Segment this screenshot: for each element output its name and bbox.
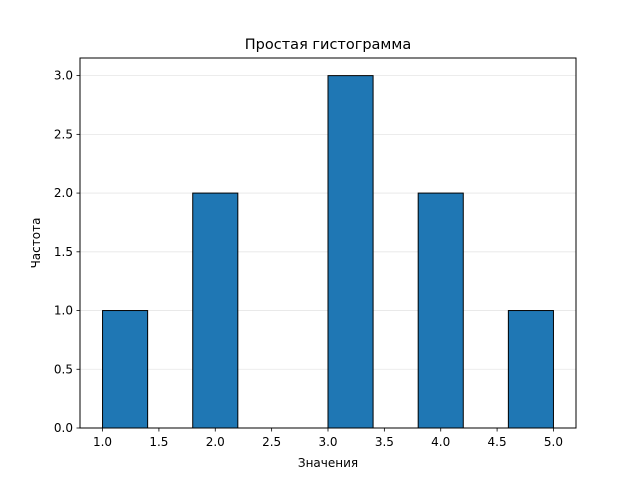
histogram-bar	[417, 192, 464, 429]
x-tick-label: 2.5	[262, 435, 281, 449]
y-tick-label: 1.0	[54, 304, 73, 318]
x-tick-label: 1.5	[149, 435, 168, 449]
x-tick-label: 2.0	[206, 435, 225, 449]
y-tick-label: 2.0	[54, 186, 73, 200]
y-tick-label: 0.0	[54, 421, 73, 435]
y-axis-label: Частота	[29, 218, 43, 269]
x-tick-label: 5.0	[544, 435, 563, 449]
x-tick-label: 3.5	[375, 435, 394, 449]
x-tick-label: 4.0	[431, 435, 450, 449]
y-tick-label: 3.0	[54, 69, 73, 83]
y-tick-label: 0.5	[54, 362, 73, 376]
histogram-bar	[102, 310, 149, 429]
x-tick-label: 1.0	[93, 435, 112, 449]
histogram-bar	[507, 310, 554, 429]
histogram-bar	[192, 192, 239, 429]
chart-title: Простая гистограмма	[245, 37, 411, 53]
x-axis-label: Значения	[298, 456, 358, 470]
x-tick-label: 3.0	[318, 435, 337, 449]
y-tick-label: 1.5	[54, 245, 73, 259]
x-tick-label: 4.5	[488, 435, 507, 449]
histogram-bar	[327, 75, 374, 429]
y-tick-label: 2.5	[54, 127, 73, 141]
